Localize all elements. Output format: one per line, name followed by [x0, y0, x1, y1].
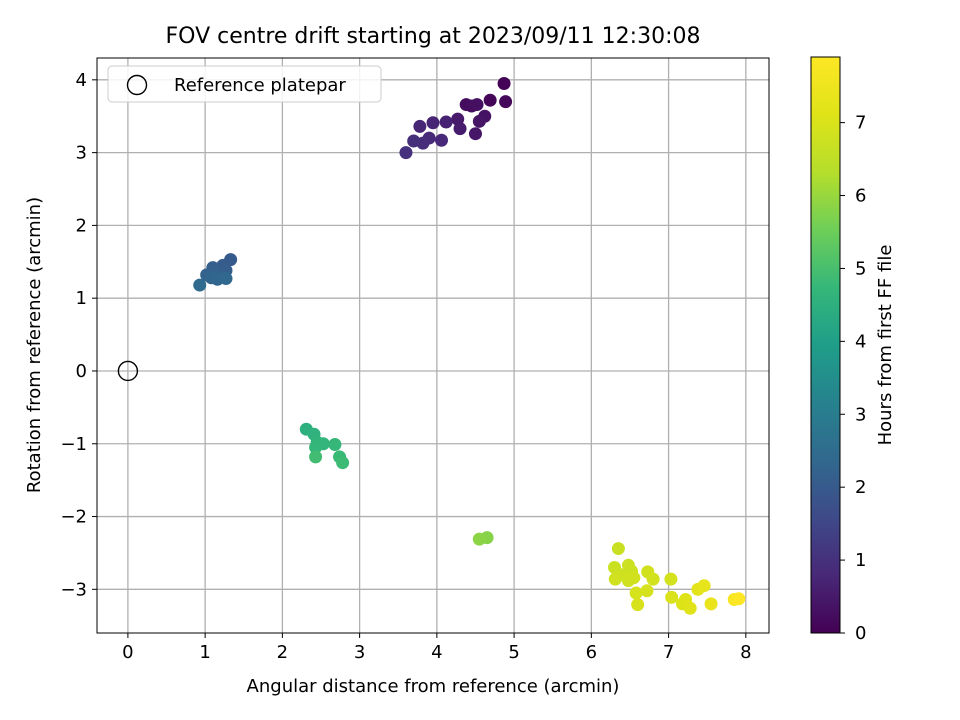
scatter-point: [426, 116, 440, 130]
chart-title: FOV centre drift starting at 2023/09/11 …: [166, 24, 701, 49]
grid-lines: [97, 58, 769, 633]
y-tick-label: 2: [76, 215, 87, 236]
scatter-point: [468, 127, 482, 141]
scatter-point: [309, 440, 323, 454]
x-tick-label: 7: [663, 642, 674, 663]
scatter-point: [472, 532, 486, 546]
scatter-point: [497, 76, 511, 90]
plot-area: [97, 58, 769, 633]
reference-marker: [117, 360, 139, 382]
colorbar-tick-label: 2: [855, 477, 866, 498]
colorbar-tick-label: 1: [855, 550, 866, 571]
colorbar-tick-label: 0: [855, 623, 866, 644]
scatter-point: [608, 572, 622, 586]
colorbar-label: Hours from first FF file: [875, 245, 896, 446]
scatter-point: [472, 114, 486, 128]
scatter-point: [434, 133, 448, 147]
scatter-point: [697, 579, 711, 593]
x-tick-label: 1: [199, 642, 210, 663]
legend-box: [107, 65, 382, 103]
reference-platepar-point: [117, 360, 139, 382]
scatter-point: [483, 93, 497, 107]
scatter-point: [413, 119, 427, 133]
scatter-point: [399, 146, 413, 160]
x-tick-label: 5: [508, 642, 519, 663]
scatter-point: [646, 572, 660, 586]
colorbar-tick-label: 5: [855, 258, 866, 279]
scatter-point: [336, 456, 350, 470]
colorbar-ticks: 0 1 2 3 4 5 6 7: [840, 113, 866, 644]
x-axis-ticks: 0 1 2 3 4 5 6 7 8: [122, 633, 752, 663]
legend-marker-icon: [126, 74, 148, 96]
scatter-point: [193, 278, 207, 292]
colorbar-tick-label: 6: [855, 186, 866, 207]
y-tick-label: −3: [60, 579, 87, 600]
y-tick-label: 4: [76, 70, 87, 91]
colorbar-tick-label: 4: [855, 331, 866, 352]
y-tick-label: −2: [60, 507, 87, 528]
scatter-point: [683, 601, 697, 615]
x-axis-label: Angular distance from reference (arcmin): [247, 676, 620, 697]
x-tick-label: 6: [586, 642, 597, 663]
colorbar-tick-label: 3: [855, 404, 866, 425]
colorbar-tick-label: 7: [855, 113, 866, 134]
scatter-point: [732, 592, 746, 606]
x-tick-label: 0: [122, 642, 133, 663]
legend-label: Reference platepar: [174, 75, 346, 96]
scatter-point: [627, 571, 641, 585]
x-tick-label: 4: [431, 642, 442, 663]
y-tick-label: 3: [76, 143, 87, 164]
scatter-point: [640, 584, 654, 598]
scatter-point: [664, 572, 678, 586]
scatter-point: [631, 598, 645, 612]
scatter-point: [611, 542, 625, 556]
data-points: [193, 76, 746, 615]
scatter-point: [629, 586, 643, 600]
scatter-point: [407, 134, 421, 148]
x-tick-label: 2: [277, 642, 288, 663]
x-tick-label: 8: [740, 642, 751, 663]
y-axis-ticks: −3 −2 −1 0 1 2 3 4: [60, 70, 97, 600]
scatter-point: [309, 450, 323, 464]
y-tick-label: 1: [76, 288, 87, 309]
x-tick-label: 3: [354, 642, 365, 663]
y-axis-label: Rotation from reference (arcmin): [24, 197, 45, 493]
scatter-point: [470, 98, 484, 112]
scatter-point: [499, 95, 513, 109]
colorbar: [810, 56, 841, 634]
y-tick-label: 0: [76, 361, 87, 382]
scatter-point: [219, 272, 233, 286]
y-tick-label: −1: [60, 434, 87, 455]
scatter-point: [439, 115, 453, 129]
scatter-point: [453, 122, 467, 136]
legend: Reference platepar: [107, 65, 382, 103]
scatter-point: [328, 437, 342, 451]
plot-border: [96, 57, 770, 634]
scatter-point: [704, 597, 718, 611]
scatter-point: [665, 590, 679, 604]
